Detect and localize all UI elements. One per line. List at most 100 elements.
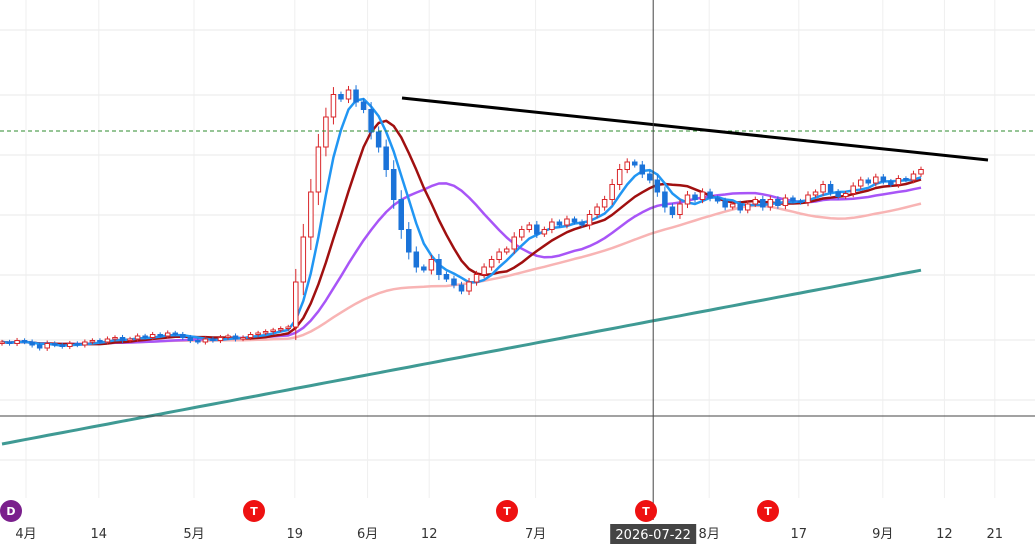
candle-body: [436, 259, 442, 275]
candle-body: [488, 259, 495, 268]
candle-body: [277, 328, 284, 331]
candle-body: [466, 281, 472, 292]
candle-body: [51, 343, 58, 346]
candle-body: [180, 334, 186, 338]
candle-body: [496, 251, 502, 260]
candle-body: [760, 199, 766, 208]
candle-body: [300, 236, 307, 283]
candle-body: [481, 266, 487, 275]
event-marker-circle: [243, 500, 265, 522]
candle-body: [255, 332, 261, 335]
candle-body: [722, 200, 728, 208]
candle-body: [586, 214, 593, 226]
candle-body: [225, 335, 231, 338]
ma10-line: [1, 119, 922, 346]
x-tick-label: 12: [421, 527, 438, 542]
candle-body: [29, 341, 35, 346]
candle-body: [767, 199, 774, 208]
crosshair-label-text: 2026-07-22: [615, 528, 691, 543]
candle-body: [443, 274, 450, 280]
x-tick-label: 19: [287, 527, 304, 542]
candle-body: [857, 179, 864, 187]
event-marker-d[interactable]: D: [0, 500, 22, 522]
candle-body: [692, 194, 698, 200]
event-marker-circle: [496, 500, 518, 522]
candle-body: [0, 341, 5, 344]
candle-body: [428, 259, 435, 271]
candle-body: [903, 178, 909, 181]
candle-body: [368, 109, 374, 133]
candle-body: [262, 331, 269, 334]
candle-body: [910, 173, 917, 181]
candle-body: [390, 169, 397, 200]
candle-body: [654, 179, 661, 193]
x-tick-label: 12: [936, 527, 953, 542]
candle-body: [398, 199, 404, 230]
event-marker-label: T: [764, 505, 772, 518]
candle-body: [873, 176, 879, 184]
event-marker-circle: [635, 500, 657, 522]
candle-body: [164, 332, 171, 337]
event-marker-t[interactable]: T: [757, 500, 779, 522]
candle-body: [918, 169, 924, 175]
candle-body: [790, 197, 796, 202]
candle-body: [119, 337, 126, 341]
x-axis: 4月 14 5月 19 6月 12 7月 8月 17 9月 12 21 2026-07-22: [15, 524, 1003, 544]
candle-body: [594, 206, 600, 215]
candle-body: [752, 199, 759, 205]
candle-body: [684, 194, 691, 205]
candle-body: [6, 341, 13, 344]
crosshair-date-label: 2026-07-22: [610, 524, 697, 544]
event-marker-t[interactable]: T: [496, 500, 518, 522]
candle-body: [383, 146, 389, 170]
candle-body: [74, 343, 81, 346]
x-tick-label: 21: [987, 527, 1004, 542]
candle-body: [526, 224, 533, 230]
candle-body: [134, 335, 141, 340]
candle-body: [375, 131, 382, 148]
candle-body: [458, 284, 465, 292]
event-marker-t[interactable]: T: [243, 500, 265, 522]
candle-body: [104, 338, 111, 343]
candle-body: [714, 197, 721, 202]
candle-body: [579, 221, 585, 226]
event-marker-circle: [0, 500, 22, 522]
candle-body: [662, 191, 668, 208]
candle-body: [285, 326, 292, 329]
candle-body: [406, 229, 412, 253]
candle-body: [330, 94, 337, 118]
candle-body: [827, 184, 834, 193]
candle-body: [270, 329, 276, 332]
candle-body: [127, 338, 133, 341]
candle-body: [360, 101, 367, 110]
candle-body: [112, 337, 118, 340]
candle-body: [729, 203, 736, 208]
candle-body: [149, 334, 156, 338]
candle-body: [677, 203, 683, 215]
candle-body: [880, 176, 887, 182]
candle-body: [835, 191, 841, 197]
candle-body: [895, 178, 902, 185]
candle-body: [503, 248, 510, 253]
candle-body: [315, 146, 322, 193]
candle-body: [812, 191, 819, 196]
candle-body: [541, 229, 548, 235]
moving-average-lines: [1, 97, 922, 446]
candle-body: [609, 184, 615, 200]
event-marker-t[interactable]: T: [635, 500, 657, 522]
candle-body: [624, 161, 630, 170]
candle-body: [217, 337, 224, 341]
candle-body: [782, 197, 789, 206]
x-tick-label: 7月: [525, 527, 546, 542]
candle-body: [549, 221, 555, 230]
candle-body: [534, 224, 540, 235]
candles: [0, 85, 924, 351]
candle-body: [601, 199, 608, 208]
crosshair-label-bg: [610, 524, 697, 544]
candle-body: [744, 203, 751, 211]
candle-body: [202, 338, 209, 343]
candle-body: [842, 193, 849, 197]
candle-body: [14, 340, 20, 344]
